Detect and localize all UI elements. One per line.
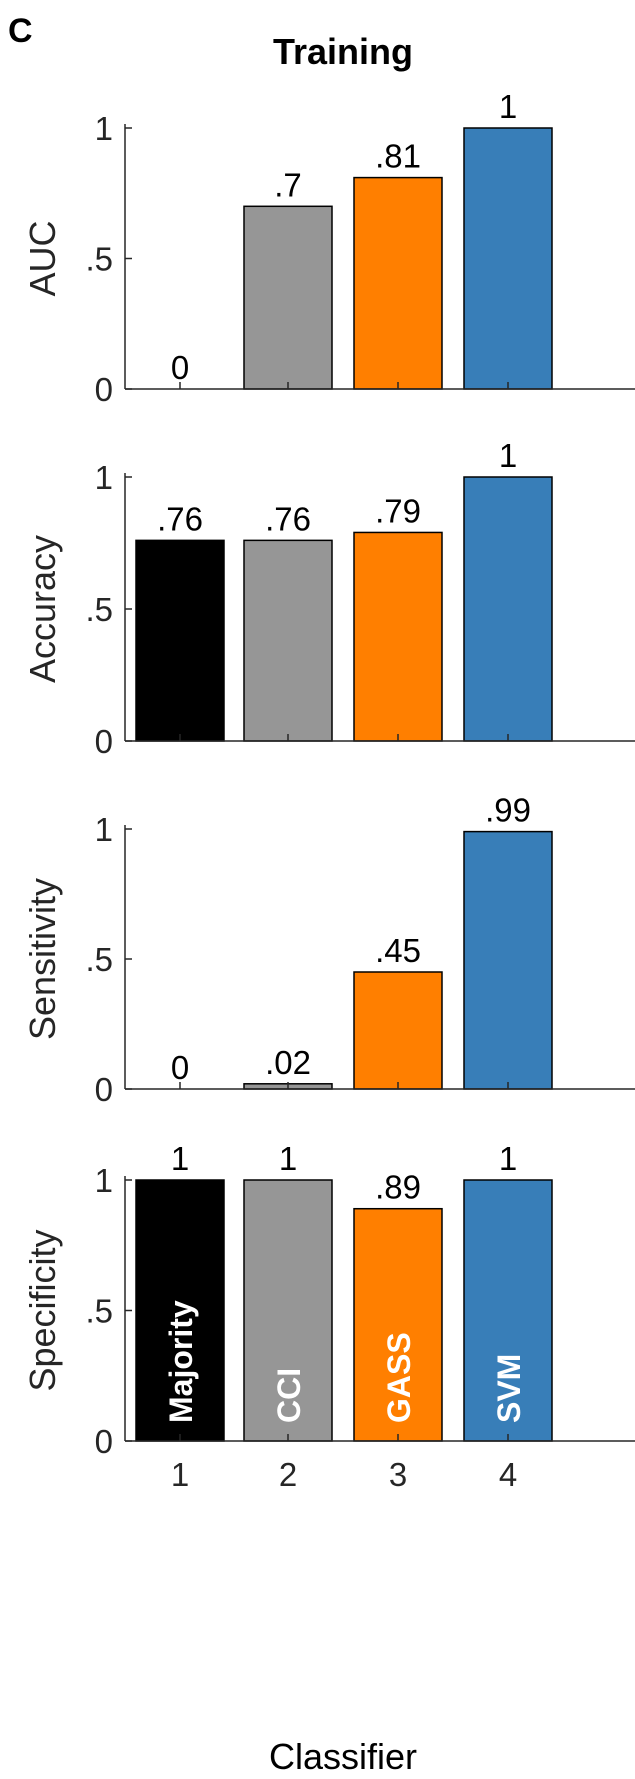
bar-value-label: .76 bbox=[157, 500, 203, 537]
bar-gass bbox=[353, 176, 443, 390]
bar-cci bbox=[243, 1179, 333, 1442]
x-tick-label: 1 bbox=[171, 1456, 189, 1493]
bar-value-label: .99 bbox=[485, 792, 531, 829]
bar-gass bbox=[353, 531, 443, 742]
bar-value-label: .79 bbox=[375, 492, 421, 529]
bar-svm bbox=[463, 1179, 553, 1442]
bar-value-label: 1 bbox=[171, 1140, 189, 1177]
bar-svm bbox=[463, 830, 553, 1090]
bar-value-label: .45 bbox=[375, 932, 421, 969]
x-axis-label: Classifier bbox=[269, 1736, 417, 1777]
x-tick-label: 4 bbox=[499, 1456, 517, 1493]
x-tick-label: 2 bbox=[279, 1456, 297, 1493]
y-tick-label: 1 bbox=[95, 811, 113, 848]
y-tick-label: .5 bbox=[85, 241, 113, 278]
bar-svm bbox=[463, 127, 553, 390]
y-tick-label: 0 bbox=[95, 1071, 113, 1108]
y-axis-label: Accuracy bbox=[22, 535, 63, 683]
bar-cci bbox=[243, 205, 333, 390]
category-label-gass: GASS bbox=[381, 1332, 417, 1423]
bar-majority bbox=[135, 1179, 225, 1442]
bar-value-label: 0 bbox=[171, 349, 189, 386]
bar-majority bbox=[135, 539, 225, 742]
bar-value-label: 0 bbox=[171, 1049, 189, 1086]
y-tick-label: .5 bbox=[85, 591, 113, 628]
bar-value-label: .89 bbox=[375, 1169, 421, 1206]
chart-title: Training bbox=[273, 31, 413, 72]
bar-value-label: 1 bbox=[499, 437, 517, 474]
bar-value-label: .02 bbox=[265, 1044, 311, 1081]
y-tick-label: 1 bbox=[95, 110, 113, 147]
bar-value-label: 1 bbox=[499, 1140, 517, 1177]
bar-value-label: 1 bbox=[499, 88, 517, 125]
bar-cci bbox=[243, 539, 333, 742]
bar-value-label: 1 bbox=[279, 1140, 297, 1177]
bar-svm bbox=[463, 476, 553, 742]
y-axis-label: Specificity bbox=[22, 1229, 63, 1391]
bar-value-label: .81 bbox=[375, 138, 421, 175]
y-tick-label: .5 bbox=[85, 1293, 113, 1330]
bar-value-label: .7 bbox=[274, 166, 302, 203]
bar-value-label: .76 bbox=[265, 500, 311, 537]
y-tick-label: 0 bbox=[95, 723, 113, 760]
y-tick-label: 0 bbox=[95, 1423, 113, 1460]
y-axis-label: Sensitivity bbox=[22, 878, 63, 1040]
category-label-cci: CCI bbox=[271, 1368, 307, 1423]
panel-letter: C bbox=[8, 12, 33, 50]
y-axis-label: AUC bbox=[22, 220, 63, 296]
y-tick-label: 0 bbox=[95, 371, 113, 408]
category-label-svm: SVM bbox=[491, 1354, 527, 1423]
y-tick-label: 1 bbox=[95, 1162, 113, 1199]
category-label-majority: Majority bbox=[163, 1300, 199, 1423]
bar-gass bbox=[353, 971, 443, 1090]
bar-gass bbox=[353, 1207, 443, 1442]
y-tick-label: 1 bbox=[95, 459, 113, 496]
y-tick-label: .5 bbox=[85, 941, 113, 978]
x-tick-label: 3 bbox=[389, 1456, 407, 1493]
